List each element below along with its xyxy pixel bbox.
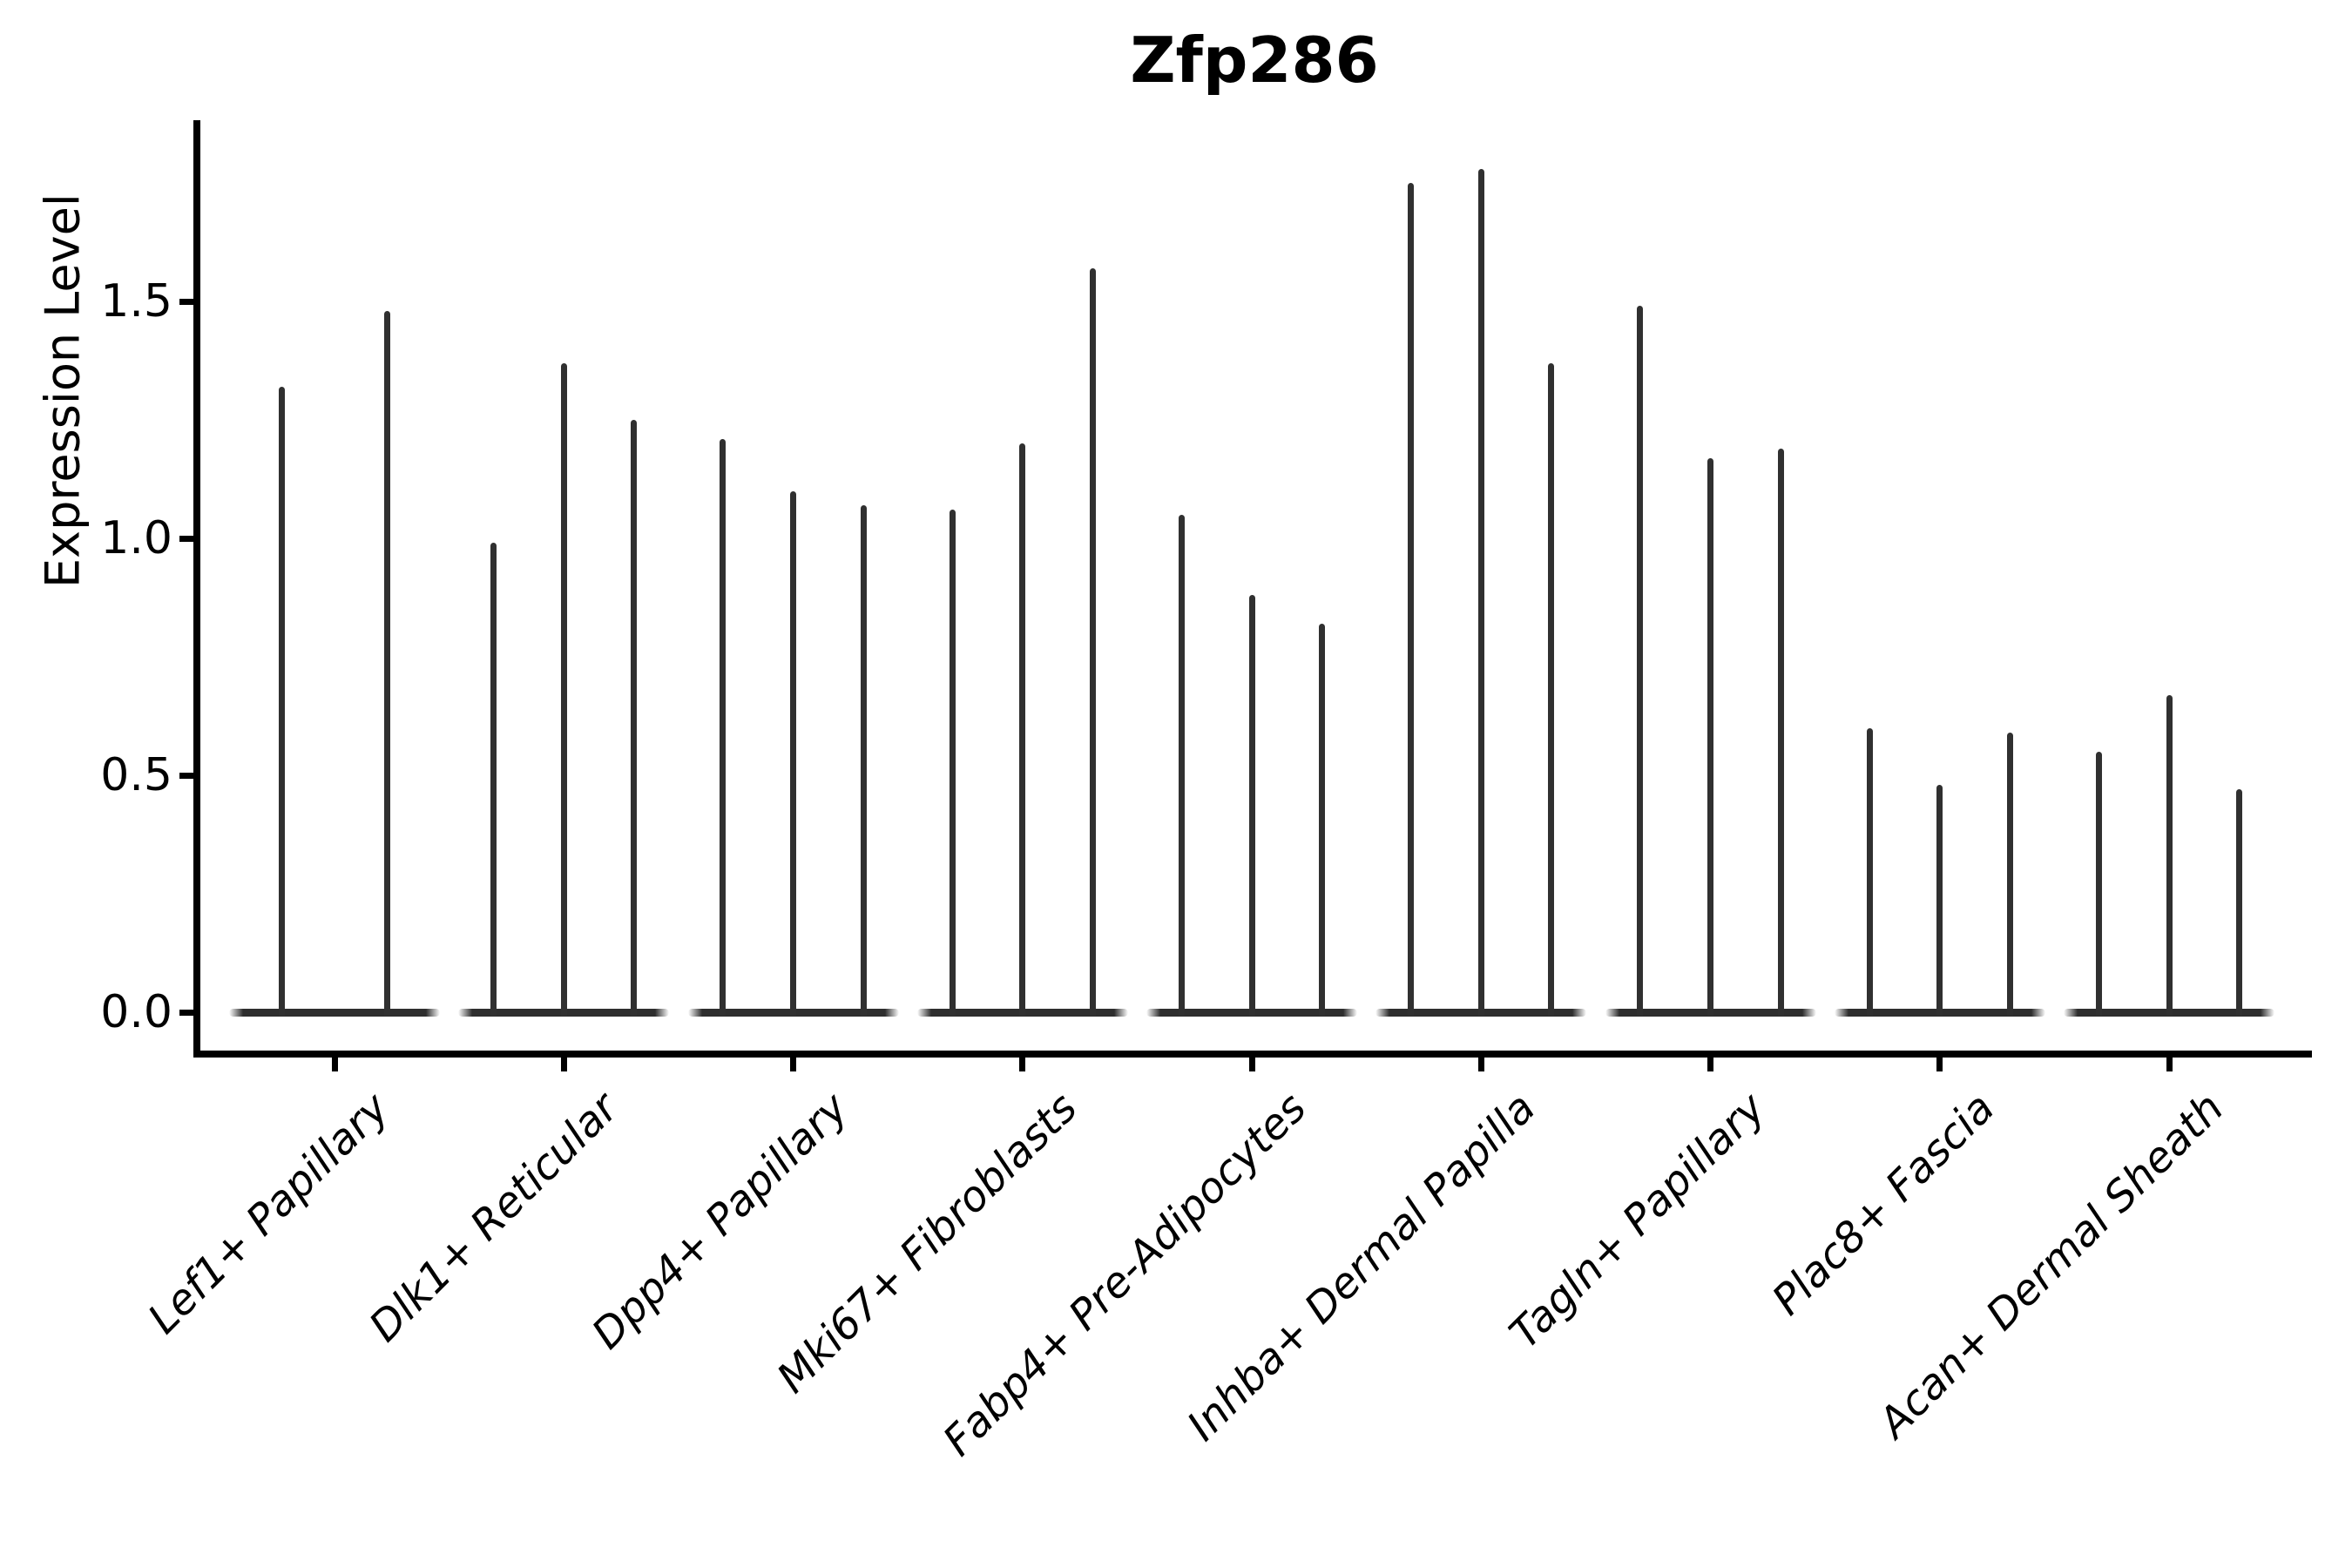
x-tick-mark xyxy=(331,1058,338,1071)
violin-spike xyxy=(384,310,390,1016)
violin-spike xyxy=(631,420,638,1016)
y-tick-mark xyxy=(179,1009,193,1016)
y-tick-label: 1.0 xyxy=(100,512,172,564)
x-tick-mark xyxy=(2166,1058,2173,1071)
violin-spike xyxy=(279,386,285,1016)
x-tick-mark xyxy=(560,1058,567,1071)
y-tick-mark xyxy=(179,535,193,542)
violin-spike xyxy=(1936,784,1943,1016)
y-tick-mark xyxy=(179,298,193,305)
violin-spike xyxy=(949,510,956,1016)
violin-spike xyxy=(1248,595,1255,1016)
violin-baseline xyxy=(229,1008,440,1017)
y-tick-label: 0.5 xyxy=(100,749,172,801)
violin-spike xyxy=(1019,443,1026,1016)
violin-spike xyxy=(560,362,567,1016)
violin-spike xyxy=(490,543,497,1016)
violin-spike xyxy=(2095,751,2102,1016)
violin-spike xyxy=(1089,267,1096,1016)
violin-spike xyxy=(1707,457,1713,1016)
violin-spike xyxy=(1408,183,1415,1016)
x-tick-mark xyxy=(1248,1058,1255,1071)
violin-spike xyxy=(2236,789,2243,1016)
x-axis-spine xyxy=(193,1051,2312,1058)
violin-spike xyxy=(860,504,867,1016)
violin-spike xyxy=(1477,168,1484,1016)
y-tick-mark xyxy=(179,772,193,779)
violin-spike xyxy=(1637,306,1644,1016)
violin-spike xyxy=(720,438,727,1016)
x-tick-mark xyxy=(1477,1058,1484,1071)
x-tick-mark xyxy=(790,1058,796,1071)
x-tick-mark xyxy=(1936,1058,1943,1071)
y-axis-spine xyxy=(193,120,200,1058)
violin-spike xyxy=(790,490,796,1016)
violin-spike xyxy=(1319,623,1326,1016)
violin-spike xyxy=(1777,448,1784,1016)
x-tick-mark xyxy=(1707,1058,1713,1071)
y-tick-label: 1.5 xyxy=(100,275,172,328)
plot-title: Zfp286 xyxy=(1130,24,1379,97)
violin-spike xyxy=(1866,727,1873,1016)
y-tick-label: 0.0 xyxy=(100,986,172,1038)
x-tick-mark xyxy=(1019,1058,1026,1071)
violin-spike xyxy=(1178,514,1185,1016)
violin-spike xyxy=(2006,733,2013,1016)
violin-spike xyxy=(1548,362,1555,1016)
violin-spike xyxy=(2166,694,2173,1016)
